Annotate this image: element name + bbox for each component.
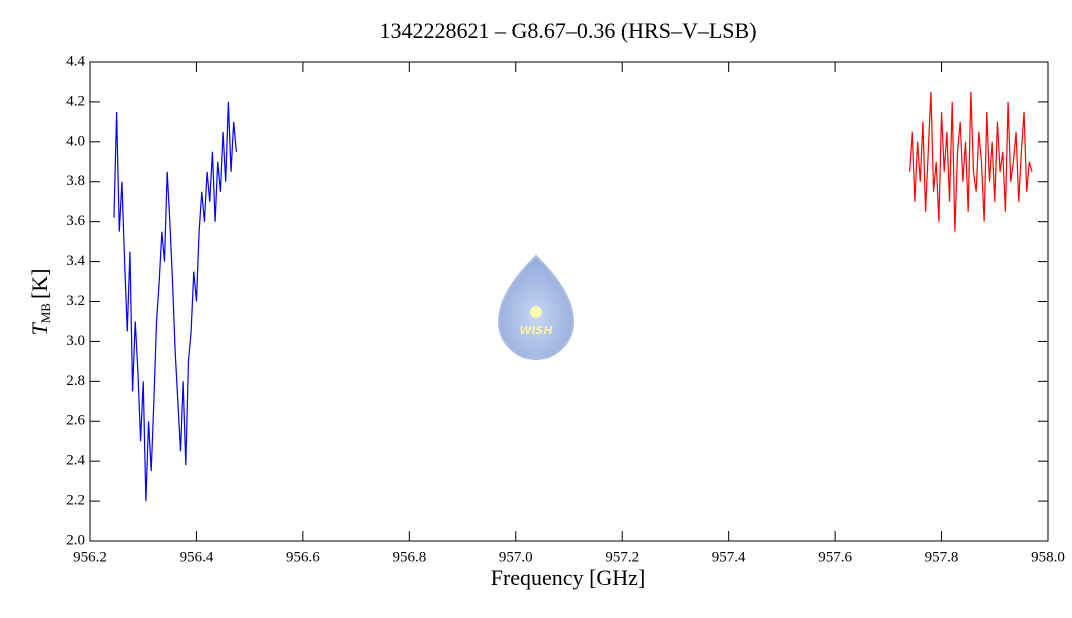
- watermark-text: WISH: [519, 324, 552, 337]
- spectrum-line: [113, 101, 237, 502]
- watermark-logo: WISH: [497, 254, 575, 360]
- y-label-symbol: T: [27, 322, 52, 336]
- x-tick-label: 956.2: [73, 549, 107, 565]
- x-tick-label: 957.2: [605, 549, 639, 565]
- x-tick-label: 957.6: [818, 549, 852, 565]
- chart-title: 1342228621 – G8.67–0.36 (HRS–V–LSB): [379, 18, 756, 43]
- y-tick-label: 4.2: [66, 93, 85, 109]
- y-tick-label: 3.2: [66, 293, 85, 309]
- y-label-unit: [K]: [27, 268, 52, 299]
- x-tick-label: 958.0: [1031, 549, 1065, 565]
- y-tick-label: 2.0: [66, 532, 85, 548]
- x-axis-label: Frequency [GHz]: [491, 565, 646, 590]
- y-tick-label: 4.0: [66, 133, 85, 149]
- x-tick-label: 956.8: [392, 549, 426, 565]
- y-tick-label: 3.4: [66, 253, 85, 269]
- y-tick-label: 2.8: [66, 373, 85, 389]
- y-axis-label: TMB [K]: [27, 268, 53, 335]
- x-tick-label: 956.6: [286, 549, 320, 565]
- y-label-subscript: MB: [38, 303, 53, 324]
- x-tick-label: 957.0: [499, 549, 533, 565]
- logo-star: [530, 306, 542, 318]
- x-tick-label: 957.8: [925, 549, 959, 565]
- y-tick-label: 2.4: [66, 453, 85, 469]
- y-tick-label: 3.0: [66, 333, 85, 349]
- y-tick-label: 4.4: [66, 53, 85, 69]
- y-tick-label: 2.6: [66, 413, 85, 429]
- y-tick-label: 2.2: [66, 493, 85, 509]
- x-tick-label: 957.4: [712, 549, 746, 565]
- spectrum-line: [909, 91, 1033, 232]
- x-tick-label: 956.4: [180, 549, 214, 565]
- y-tick-label: 3.6: [66, 213, 85, 229]
- y-tick-label: 3.8: [66, 173, 85, 189]
